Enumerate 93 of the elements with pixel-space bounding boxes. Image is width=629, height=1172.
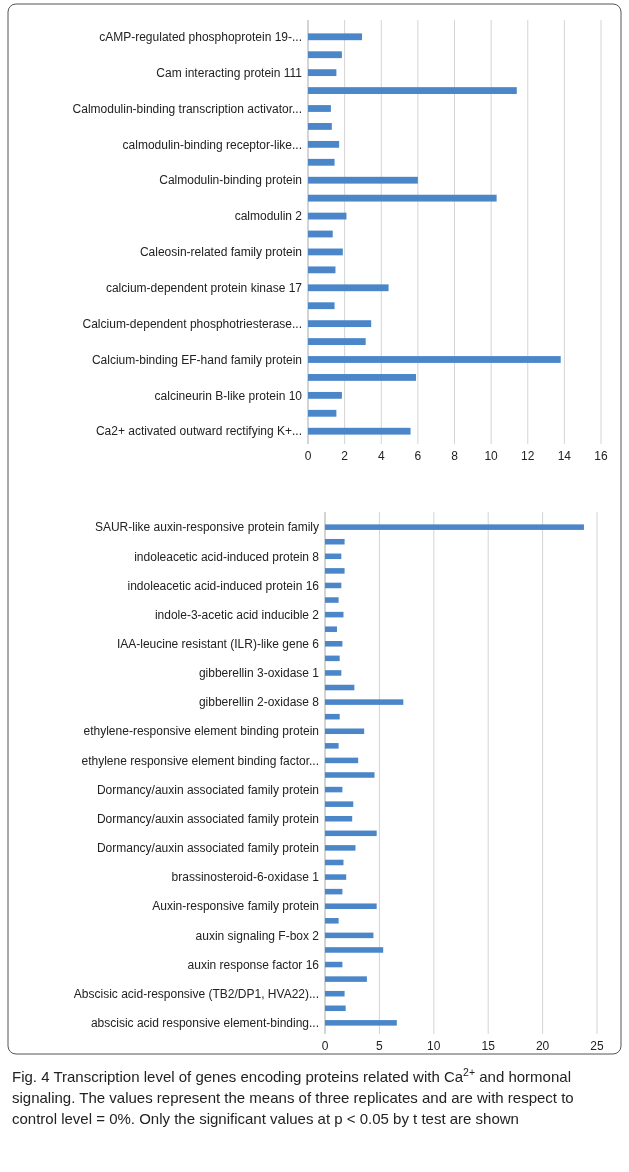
bar (325, 597, 339, 603)
bar (308, 338, 366, 345)
bar (325, 903, 377, 909)
y-tick-label: Ca2+ activated outward rectifying K+... (95, 424, 302, 439)
x-tick-label: 14 (557, 449, 572, 463)
y-tick-label: Calcium-binding EF-hand family protein (91, 352, 302, 367)
bar (325, 1005, 346, 1012)
bar (325, 655, 340, 662)
x-tick-label: 5 (376, 1039, 384, 1053)
y-tick-label: gibberellin 3-oxidase 1 (198, 666, 320, 681)
y-tick-label: Calcium-dependent phosphotriesterase... (82, 316, 302, 331)
y-tick-label: indole-3-acetic acid inducible 2 (154, 607, 320, 622)
bar (325, 874, 347, 880)
bar (308, 194, 497, 202)
bar (308, 105, 331, 112)
bar (325, 772, 375, 778)
bar (325, 670, 342, 676)
bar (308, 158, 335, 166)
bar (325, 932, 374, 939)
x-tick-label: 15 (481, 1039, 496, 1053)
y-tick-label: Dormancy/auxin associated family protein (96, 782, 319, 797)
x-tick-label: 2 (341, 449, 349, 463)
bar (325, 524, 584, 530)
bar (325, 815, 353, 822)
bar (325, 918, 339, 924)
bar (325, 947, 384, 953)
y-tick-label: Auxin-responsive family protein (152, 899, 319, 914)
x-tick-label: 25 (590, 1039, 604, 1053)
y-tick-label: calmodulin 2 (234, 209, 303, 224)
y-tick-label: ethylene-responsive element binding protein (83, 724, 319, 739)
bar (308, 284, 389, 292)
y-tick-label: Caleosin-related family protein (139, 245, 302, 260)
y-tick-label: Dormancy/auxin associated family protein (96, 811, 319, 826)
y-tick-label: gibberellin 2-oxidase 8 (198, 695, 320, 710)
x-tick-label: 0 (304, 449, 312, 463)
caption: Fig. 4 Transcription level of genes encoding proteins related with Ca$^{2+}$ and hormonal signaling. The values represent the means of three replicates and are with respect to control level = 0%. Only the significant values at p < 0.05 by t test are shown (12, 1066, 574, 1127)
y-tick-label: indoleacetic acid-induced protein 8 (134, 549, 320, 564)
x-tick-label: 10 (484, 449, 499, 463)
x-tick-label: 20 (535, 1039, 550, 1053)
y-tick-label: abscisic acid responsive element-binding... (90, 1016, 319, 1031)
y-tick-label: auxin response factor 16 (187, 957, 320, 972)
bar (308, 140, 340, 148)
y-tick-label: calcineurin B-like protein 10 (154, 388, 303, 403)
y-tick-label: Cam interacting protein 111 (156, 65, 303, 80)
bar (308, 409, 337, 417)
bar (325, 641, 343, 647)
bar (325, 757, 359, 764)
bar (325, 568, 345, 574)
x-tick-label: 4 (377, 449, 385, 463)
bar (308, 33, 363, 41)
y-tick-label: indoleacetic acid-induced protein 16 (127, 578, 320, 593)
bar (308, 69, 337, 77)
bar (308, 123, 332, 130)
x-tick-label: 0 (321, 1039, 329, 1053)
y-tick-label: SAUR-like auxin-responsive protein family (94, 520, 319, 535)
y-tick-label: calmodulin-binding receptor-like... (122, 137, 302, 152)
bar (308, 87, 517, 94)
bar (308, 374, 417, 381)
y-tick-label: Calmodulin-binding protein (159, 173, 302, 188)
bar (325, 699, 404, 705)
bar (325, 538, 345, 545)
x-tick-label: 16 (594, 449, 608, 463)
bar (308, 51, 342, 59)
y-tick-label: cAMP-regulated phosphoprotein 19-... (99, 29, 302, 44)
bar (325, 626, 337, 632)
y-tick-label: calcium-dependent protein kinase 17 (105, 280, 303, 295)
bar (325, 990, 345, 997)
y-tick-label: auxin signaling F-box 2 (195, 928, 320, 943)
bar (308, 427, 411, 435)
bar (308, 176, 418, 184)
x-tick-label: 10 (427, 1039, 441, 1053)
bar (308, 266, 336, 274)
y-tick-label: ethylene responsive element binding factor... (81, 753, 319, 768)
x-tick-label: 12 (521, 449, 535, 463)
x-tick-label: 8 (451, 449, 459, 463)
x-tick-label: 6 (414, 449, 422, 463)
bar (325, 976, 367, 982)
bar (325, 845, 356, 851)
bar (325, 728, 365, 735)
y-tick-label: Abscisic acid-responsive (TB2/DP1, HVA22)... (73, 986, 319, 1001)
bar (308, 302, 335, 310)
y-tick-label: Calmodulin-binding transcription activator... (72, 101, 302, 116)
bar (325, 830, 377, 837)
y-tick-label: Dormancy/auxin associated family protein (96, 841, 319, 856)
bar (325, 801, 354, 807)
bar (325, 713, 340, 720)
bar (308, 356, 561, 363)
bar (308, 391, 342, 399)
bar (325, 1020, 397, 1026)
y-tick-label: brassinosteroid-6-oxidase 1 (171, 870, 320, 885)
y-tick-label: IAA-leucine resistant (ILR)-like gene 6 (116, 636, 320, 651)
bar (325, 743, 339, 749)
bar (308, 320, 372, 328)
